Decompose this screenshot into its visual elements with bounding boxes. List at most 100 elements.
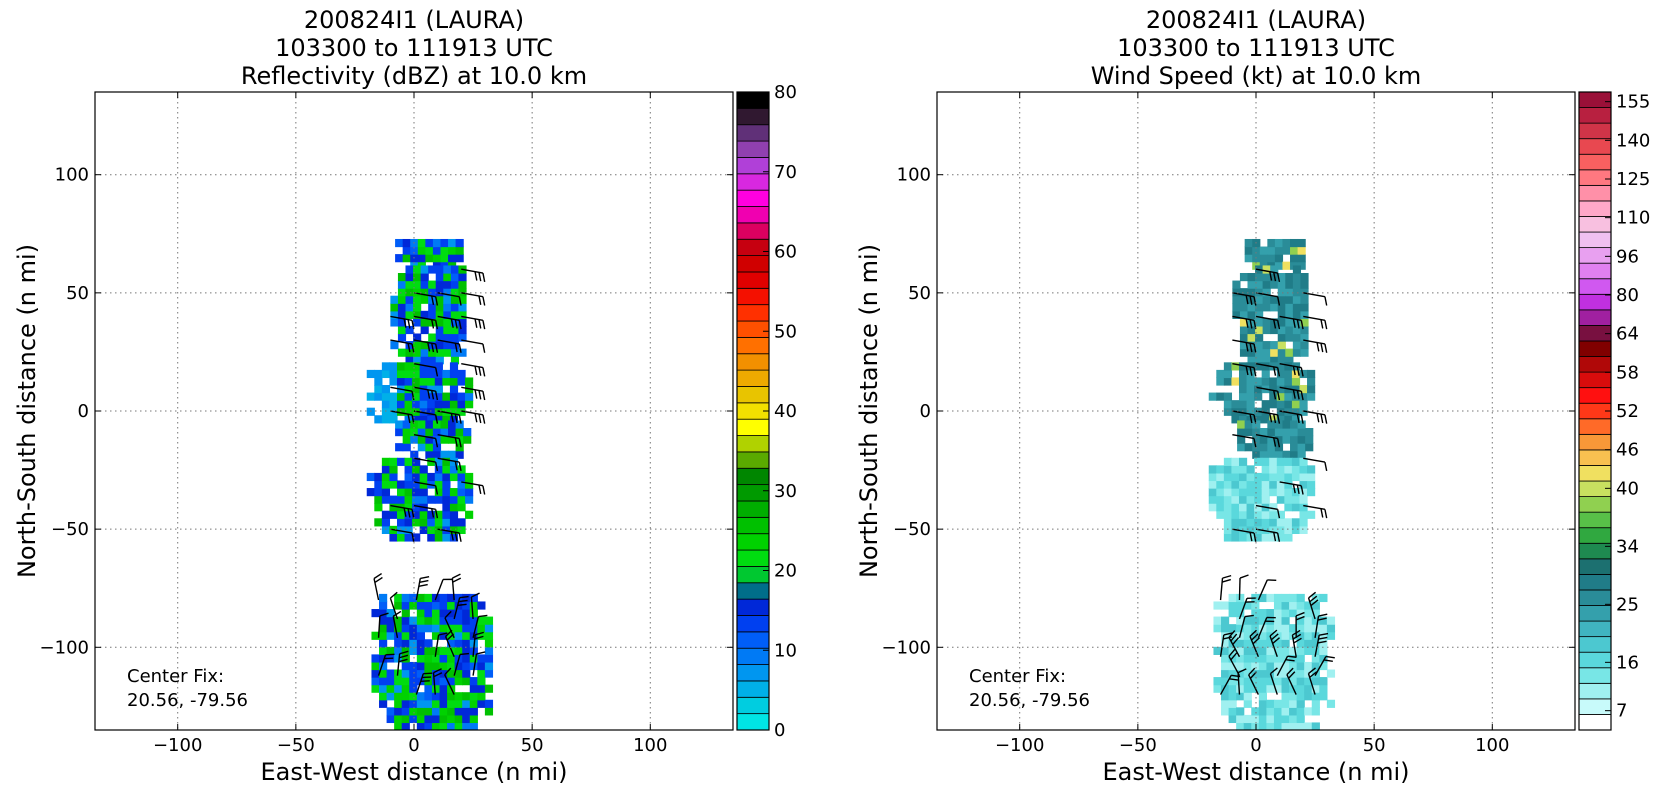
wind-barb bbox=[377, 615, 381, 638]
wind-barb-feather bbox=[1288, 671, 1296, 679]
colorbar-bin bbox=[736, 451, 770, 469]
y-tick-label: −50 bbox=[893, 519, 931, 540]
wind-barb-feather bbox=[478, 614, 488, 618]
wind-barb-feather bbox=[1253, 343, 1257, 353]
wind-barb-feather bbox=[452, 577, 462, 583]
wind-barb-feather bbox=[1232, 637, 1240, 645]
grid bbox=[937, 92, 1575, 730]
wind-barb-feather bbox=[1318, 613, 1328, 617]
wind-barb-feather bbox=[399, 650, 409, 655]
colorbar-bin bbox=[1578, 122, 1612, 140]
wind-barb-feather bbox=[1249, 319, 1253, 329]
y-tick-label: 100 bbox=[55, 165, 89, 186]
wind-barb-feather bbox=[411, 414, 415, 424]
wind-barb-feather bbox=[1273, 366, 1277, 376]
wind-barb-feather bbox=[482, 343, 486, 353]
wind-barb bbox=[1238, 578, 1241, 601]
wind-barb-feather bbox=[1324, 414, 1328, 424]
wind-barb bbox=[1232, 433, 1255, 440]
wind-barb-feather bbox=[1253, 414, 1257, 424]
colorbar-bin bbox=[736, 255, 770, 273]
colorbar-bin bbox=[736, 418, 770, 436]
plot-area bbox=[1208, 238, 1336, 730]
wind-barb-feather bbox=[1253, 296, 1257, 306]
wind-barb-feather bbox=[1292, 633, 1302, 640]
colorbar-tick-label: 30 bbox=[774, 481, 797, 502]
colorbar-bin bbox=[1578, 184, 1612, 202]
wind-barb-feather bbox=[1324, 461, 1328, 472]
colorbar-bin bbox=[1578, 433, 1612, 451]
wind-barb-feather bbox=[1253, 532, 1257, 542]
wind-barb-feather bbox=[445, 629, 453, 637]
wind-barb-feather bbox=[1229, 678, 1239, 681]
wind-barb-feather bbox=[1276, 272, 1281, 283]
colorbar-bin bbox=[1578, 293, 1612, 311]
colorbar-bin bbox=[736, 696, 770, 715]
wind-barb-feather bbox=[1309, 595, 1318, 603]
colorbar-bin bbox=[736, 173, 770, 191]
wind-barb-feather bbox=[1244, 614, 1254, 618]
wind-barb-feather bbox=[407, 508, 411, 518]
grid bbox=[95, 92, 733, 730]
wind-barb-feather bbox=[1273, 390, 1277, 400]
echo-field bbox=[1208, 238, 1336, 730]
wind-barb bbox=[390, 386, 413, 392]
wind-barb-feather bbox=[1324, 343, 1328, 353]
wind-barb-feather bbox=[458, 296, 462, 306]
wind-barb-feather bbox=[1276, 320, 1281, 330]
wind-barb-feather bbox=[1276, 414, 1281, 424]
wind-barb bbox=[437, 292, 460, 298]
wind-barb-feather bbox=[1296, 413, 1300, 424]
wind-barb-feather bbox=[474, 631, 484, 636]
colorbar-bin bbox=[1578, 511, 1612, 529]
colorbar-bin bbox=[736, 549, 770, 567]
colorbar-tick-label: 155 bbox=[1616, 92, 1650, 113]
wind-barb-feather bbox=[1320, 343, 1324, 353]
wind-barb-feather bbox=[431, 390, 435, 400]
colorbar-tick-label: 50 bbox=[774, 321, 797, 342]
center-fix-annotation: 20.56, -79.56 bbox=[969, 690, 1090, 711]
x-tick-label: 100 bbox=[1475, 735, 1509, 756]
colorbar-bin bbox=[736, 631, 770, 649]
colorbar-bin bbox=[736, 435, 770, 453]
colorbar-bin bbox=[1578, 169, 1612, 186]
wind-barb-feather bbox=[1317, 617, 1327, 621]
colorbar-bin bbox=[736, 615, 770, 633]
wind-barb-feather bbox=[1300, 485, 1304, 495]
wind-barb-feather bbox=[1221, 578, 1231, 583]
colorbar-bin bbox=[736, 189, 770, 207]
wind-barb-feather bbox=[420, 575, 430, 580]
wind-barb-feather bbox=[1276, 438, 1281, 448]
x-tick-label: −50 bbox=[1119, 735, 1157, 756]
wind-barb-feather bbox=[1230, 633, 1238, 642]
colorbar-tick-label: 40 bbox=[1616, 478, 1639, 499]
wind-barb-feather bbox=[389, 591, 398, 599]
colorbar-bin bbox=[736, 353, 770, 371]
wind-barb bbox=[413, 363, 436, 369]
colorbar-tick-label: 52 bbox=[1616, 401, 1639, 422]
wind-barb-feather bbox=[398, 658, 408, 663]
colorbar-bin bbox=[1578, 340, 1612, 357]
wind-barb-feather bbox=[1273, 319, 1277, 329]
x-tick-label: −50 bbox=[277, 735, 315, 756]
wind-barb-feather bbox=[450, 531, 454, 541]
wind-barb bbox=[472, 616, 480, 639]
wind-barb-feather bbox=[478, 413, 482, 424]
colorbar-bin bbox=[736, 107, 770, 126]
wind-barb-feather bbox=[1223, 632, 1233, 636]
wind-barb-feather bbox=[433, 668, 442, 674]
wind-barb-feather bbox=[452, 573, 461, 579]
wind-barb-feather bbox=[454, 532, 458, 542]
wind-barb-feather bbox=[373, 573, 382, 580]
wind-barb-feather bbox=[427, 389, 431, 399]
wind-barb-feather bbox=[434, 320, 439, 330]
colorbar-bin bbox=[1578, 496, 1612, 513]
wind-barb bbox=[434, 634, 440, 657]
wind-barb bbox=[434, 579, 444, 601]
colorbar-bin bbox=[1578, 278, 1612, 295]
wind-barb-feather bbox=[1292, 318, 1296, 328]
wind-barb-feather bbox=[1300, 414, 1304, 424]
colorbar-bin bbox=[736, 664, 770, 682]
colorbar-bin bbox=[736, 222, 770, 240]
wind-barb-feather bbox=[1324, 320, 1328, 330]
